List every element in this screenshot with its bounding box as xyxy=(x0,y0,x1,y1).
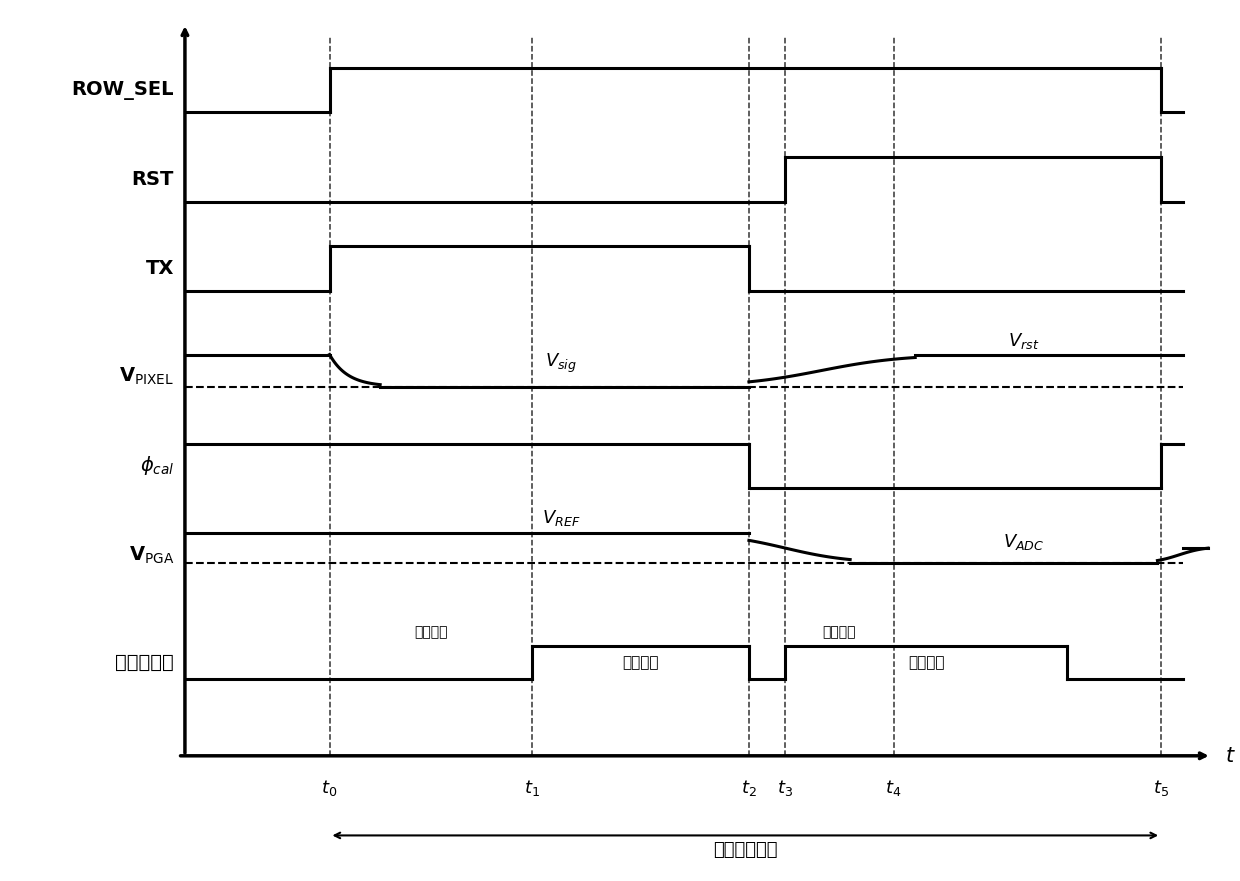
Text: TX: TX xyxy=(146,259,174,278)
Text: 模数转换: 模数转换 xyxy=(908,655,945,670)
Text: 模数采样: 模数采样 xyxy=(414,626,448,640)
Text: 一行转换时间: 一行转换时间 xyxy=(713,840,777,858)
Text: $t_4$: $t_4$ xyxy=(885,778,901,798)
Text: ROW_SEL: ROW_SEL xyxy=(72,81,174,100)
Text: $t_1$: $t_1$ xyxy=(525,778,539,798)
Text: $\phi_{cal}$: $\phi_{cal}$ xyxy=(140,455,174,478)
Text: $t_3$: $t_3$ xyxy=(777,778,794,798)
Text: $V_{sig}$: $V_{sig}$ xyxy=(544,352,577,375)
Text: 模数转换器: 模数转换器 xyxy=(115,653,174,672)
Text: t: t xyxy=(1226,746,1234,766)
Text: 模数转换: 模数转换 xyxy=(622,655,658,670)
Text: V$_{\rm PGA}$: V$_{\rm PGA}$ xyxy=(129,544,174,566)
Text: $t_0$: $t_0$ xyxy=(321,778,337,798)
Text: RST: RST xyxy=(131,170,174,189)
Text: $V_{REF}$: $V_{REF}$ xyxy=(542,507,580,528)
Text: 模数采样: 模数采样 xyxy=(822,626,856,640)
Text: $t_5$: $t_5$ xyxy=(1153,778,1169,798)
Text: $t_2$: $t_2$ xyxy=(742,778,756,798)
Text: $V_{rst}$: $V_{rst}$ xyxy=(1008,331,1039,352)
Text: V$_{\rm PIXEL}$: V$_{\rm PIXEL}$ xyxy=(119,366,174,388)
Text: $V_{ADC}$: $V_{ADC}$ xyxy=(1003,532,1044,552)
